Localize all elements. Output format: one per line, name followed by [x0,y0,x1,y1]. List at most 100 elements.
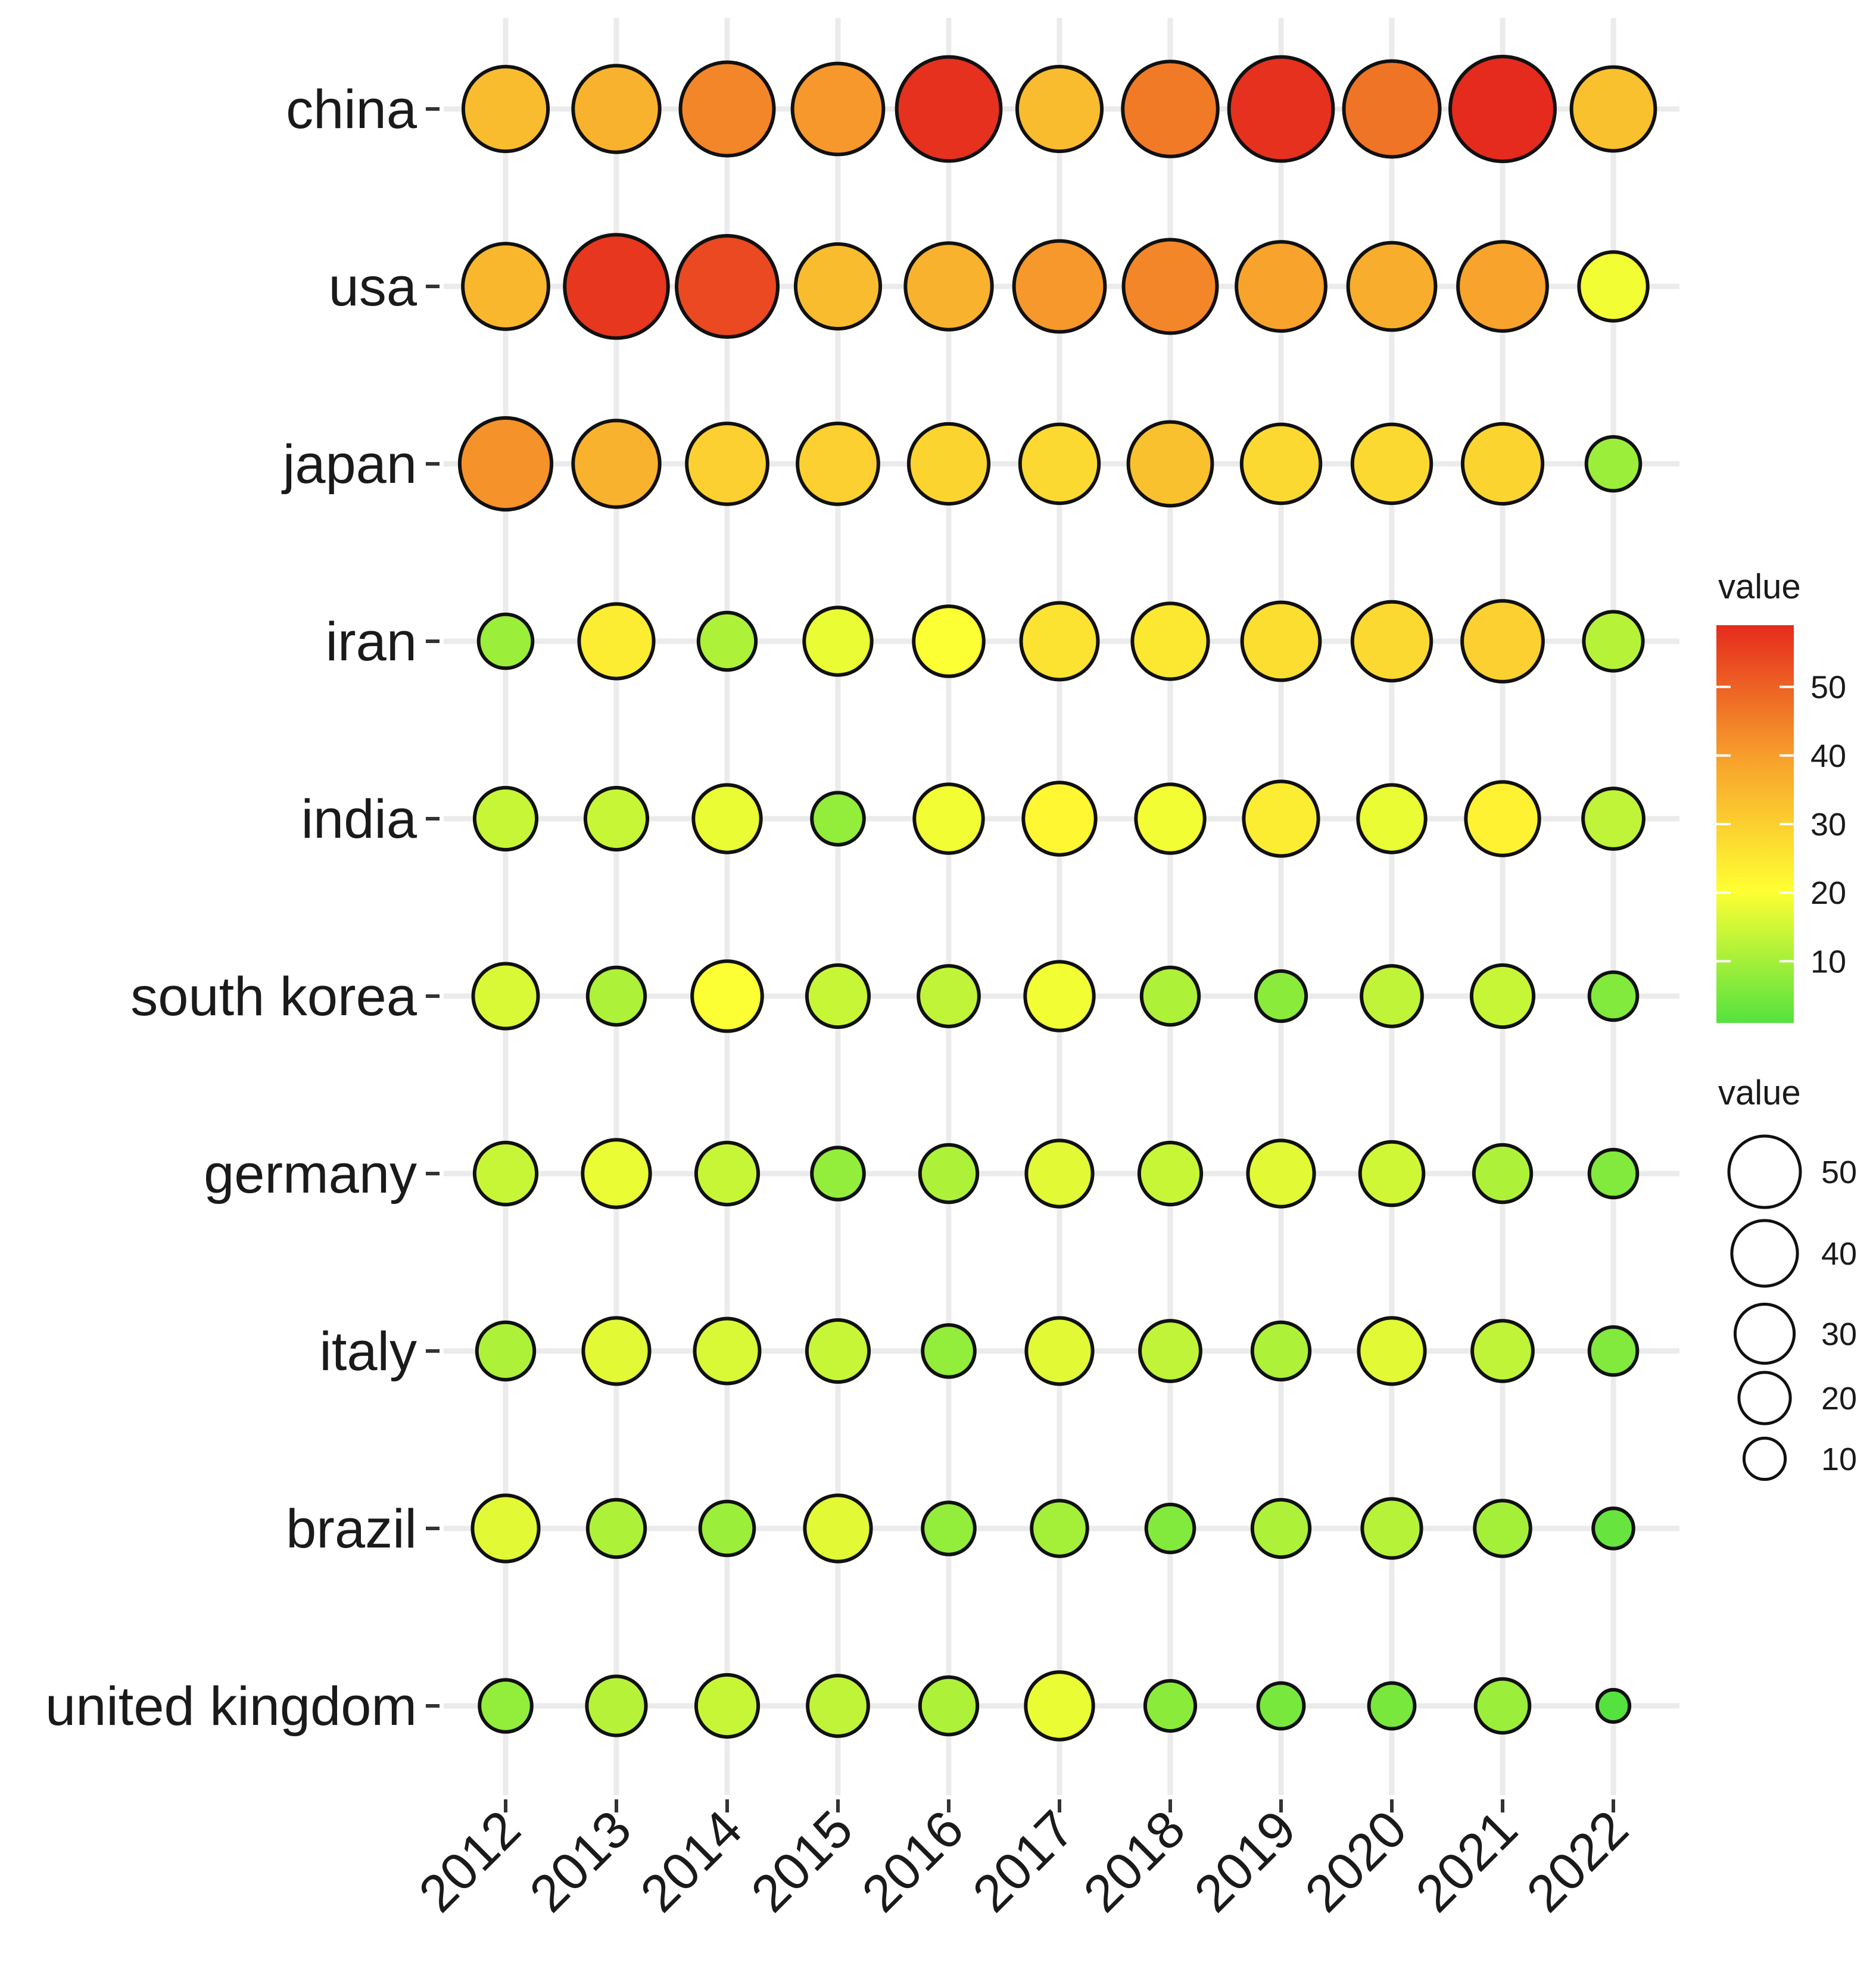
y-axis: china usa japan iran india south korea germany… [45,79,440,1737]
bubble-south-korea-2020 [1360,964,1424,1028]
bubble-italy-2019 [1250,1320,1312,1382]
x-tick-label-2018: 2018 [1072,1799,1196,1923]
bubble-brazil-2012 [470,1493,541,1564]
bubble-germany-2021 [1472,1143,1534,1205]
bubble-italy-2021 [1470,1319,1535,1383]
x-axis: 2012201320142015201620172018201920202021… [407,1799,1639,1923]
size-legend-circle-20 [1737,1371,1792,1425]
bubble-south-korea-2014 [690,959,764,1033]
bubble-south-korea-2019 [1254,969,1308,1024]
bubble-germany-2022 [1587,1147,1640,1200]
y-tick-label-south-korea: south korea [130,966,417,1027]
x-tick-label-2019: 2019 [1183,1799,1307,1923]
bubble-usa-2020 [1346,241,1438,332]
bubble-brazil-2017 [1030,1499,1089,1558]
bubble-china-2022 [1569,65,1657,153]
bubble-italy-2020 [1357,1316,1427,1386]
y-tick-label-brazil: brazil [286,1499,417,1559]
bubble-china-2015 [790,61,886,157]
bubble-usa-2016 [903,241,994,332]
bubble-brazil-2021 [1473,1499,1532,1558]
x-tick-label-2012: 2012 [407,1799,531,1923]
color-legend-title: value [1718,567,1801,606]
bubble-india-2012 [472,785,539,852]
bubble-iran-2020 [1350,600,1434,683]
bubble-japan-2018 [1126,420,1214,508]
bubble-united-kingdom-2018 [1143,1678,1198,1733]
x-tick-label-2014: 2014 [629,1799,753,1923]
bubble-usa-2015 [793,242,883,331]
bubble-germany-2015 [810,1146,866,1202]
bubble-brazil-2015 [803,1493,873,1564]
bubble-iran-2014 [696,610,758,672]
bubble-italy-2012 [475,1320,537,1382]
bubble-india-2017 [1021,781,1098,857]
x-tick-label-2015: 2015 [740,1799,864,1923]
bubble-united-kingdom-2022 [1595,1687,1632,1724]
bubble-south-korea-2017 [1023,960,1096,1032]
bubble-germany-2014 [694,1140,761,1207]
bubble-germany-2012 [472,1140,539,1207]
x-tick-label-2017: 2017 [961,1799,1085,1923]
bubble-china-2020 [1342,59,1442,159]
bubble-usa-2017 [1012,239,1107,334]
bubble-south-korea-2013 [585,965,647,1027]
bubble-china-2016 [895,55,1003,163]
bubble-iran-2012 [476,612,535,670]
x-tick-label-2022: 2022 [1515,1799,1639,1923]
size-legend: value 50 40 30 20 10 [1718,1074,1857,1481]
bubble-south-korea-2016 [917,964,981,1028]
bubble-japan-2021 [1460,422,1545,506]
bubble-iran-2018 [1130,601,1210,681]
bubble-united-kingdom-2014 [694,1673,761,1739]
x-tick-label-2016: 2016 [850,1799,974,1923]
bubble-brazil-2013 [585,1497,647,1559]
color-legend-label-40: 40 [1810,738,1846,774]
size-legend-label-50: 50 [1821,1155,1857,1190]
bubble-usa-2013 [563,233,670,340]
y-tick-label-italy: italy [319,1321,417,1382]
bubble-iran-2015 [802,606,874,677]
bubble-south-korea-2012 [471,962,540,1031]
bubble-japan-2017 [1018,422,1101,506]
bubble-brazil-2014 [698,1499,756,1558]
bubble-brazil-2016 [921,1500,977,1556]
bubble-usa-2019 [1235,240,1327,333]
bubble-united-kingdom-2013 [585,1674,648,1737]
bubble-china-2017 [1015,64,1104,154]
size-legend-label-40: 40 [1821,1236,1857,1272]
size-legend-label-30: 30 [1821,1316,1857,1352]
bubble-italy-2022 [1587,1325,1640,1377]
bubble-japan-2015 [796,422,880,506]
bubble-iran-2017 [1019,601,1100,682]
bubble-iran-2019 [1240,600,1322,682]
size-legend-circle-50 [1727,1134,1802,1209]
bubble-china-2012 [461,64,550,154]
bubble-italy-2017 [1024,1316,1095,1386]
bubble-usa-2014 [675,234,780,339]
bubble-united-kingdom-2015 [806,1674,870,1738]
bubble-italy-2014 [693,1316,762,1386]
bubble-japan-2012 [457,416,554,512]
bubble-japan-2016 [906,422,991,506]
color-legend-label-10: 10 [1810,944,1846,979]
bubble-japan-2022 [1584,435,1643,493]
bubble-china-2013 [571,64,662,154]
y-tick-label-iran: iran [326,611,417,672]
bubble-italy-2015 [805,1318,871,1384]
color-legend: value 10 20 30 40 50 [1716,567,1846,1023]
bubble-usa-2012 [461,242,550,331]
bubble-germany-2016 [918,1143,980,1205]
bubble-brazil-2019 [1250,1497,1312,1559]
bubble-iran-2021 [1460,599,1545,684]
bubble-india-2015 [810,791,866,847]
color-legend-label-20: 20 [1810,875,1846,911]
size-legend-circle-30 [1733,1302,1796,1365]
bubble-india-2021 [1464,780,1541,857]
size-legend-label-10: 10 [1821,1442,1857,1477]
bubble-germany-2019 [1246,1138,1316,1209]
bubble-iran-2016 [912,604,986,678]
bubble-india-2013 [583,785,650,852]
bubble-japan-2020 [1350,422,1434,506]
x-tick-label-2021: 2021 [1404,1799,1528,1923]
